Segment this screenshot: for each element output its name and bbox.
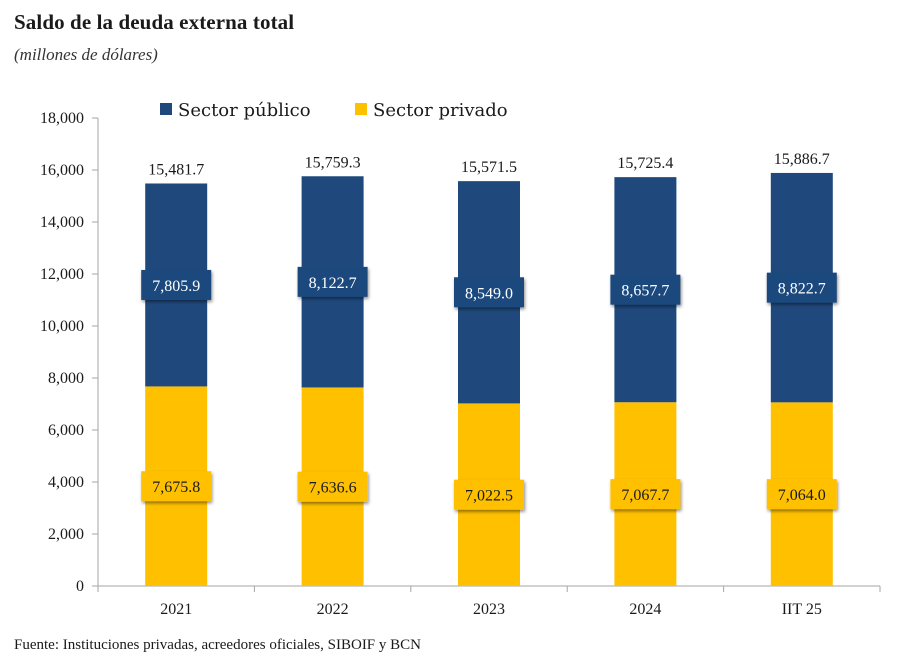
total-label: 15,886.7 <box>774 151 830 168</box>
y-tick-label: 4,000 <box>48 474 84 491</box>
axes: 0 2,000 4,000 6,000 8,000 10,000 12,000 14,000 1… <box>40 110 881 618</box>
value-label-privado: 7,675.8 <box>152 479 200 496</box>
y-tick-label: 14,000 <box>40 214 84 231</box>
chart-title: Saldo de la deuda externa total <box>14 10 295 34</box>
label-box-privado <box>297 471 368 502</box>
y-tick-label: 6,000 <box>48 422 84 439</box>
chart-subtitle: (millones de dólares) <box>14 45 158 64</box>
value-label-privado: 7,022.5 <box>465 488 513 505</box>
value-label-privado: 7,067.7 <box>621 487 669 504</box>
value-label-privado: 7,064.0 <box>778 487 826 504</box>
label-box-publico <box>610 274 681 305</box>
label-box-privado <box>454 479 524 510</box>
label-box-privado <box>766 479 837 510</box>
legend: Sector público Sector privado <box>160 100 508 121</box>
total-label: 15,481.7 <box>148 161 204 178</box>
x-tick-label: IIT 25 <box>782 601 822 618</box>
y-tick-label: 2,000 <box>48 526 84 543</box>
label-box-publico <box>141 269 212 300</box>
y-tick-label: 12,000 <box>40 266 84 283</box>
value-label-publico: 8,122.7 <box>309 275 357 292</box>
value-label-publico: 8,822.7 <box>778 281 826 298</box>
value-label-publico: 8,549.0 <box>465 285 513 302</box>
data-labels: 15,481.7 7,675.8 7,805.9 15,759.3 7,636.6 8,1… <box>141 151 837 510</box>
label-box-publico <box>454 277 524 308</box>
x-tick-label: 2022 <box>317 601 349 618</box>
value-label-privado: 7,636.6 <box>309 480 357 497</box>
x-tick-label: 2021 <box>160 601 192 618</box>
x-tick-label: 2023 <box>473 601 505 618</box>
label-box-privado <box>610 479 681 510</box>
bars <box>145 172 833 586</box>
legend-label: Sector privado <box>373 100 508 121</box>
x-tick-label: 2024 <box>629 601 661 618</box>
total-label: 15,571.5 <box>461 159 517 176</box>
y-tick-label: 0 <box>76 578 84 595</box>
y-tick-label: 8,000 <box>48 370 84 387</box>
y-tick-label: 10,000 <box>40 318 84 335</box>
legend-label: Sector público <box>178 100 311 121</box>
legend-swatch <box>160 103 172 115</box>
total-label: 15,759.3 <box>305 154 361 171</box>
source-note: Fuente: Instituciones privadas, acreedor… <box>14 637 421 653</box>
value-label-publico: 8,657.7 <box>621 283 669 300</box>
legend-swatch <box>355 103 367 115</box>
y-tick-label: 18,000 <box>40 110 84 127</box>
y-tick-label: 16,000 <box>40 162 84 179</box>
total-label: 15,725.4 <box>617 155 673 172</box>
label-box-privado <box>141 471 212 502</box>
value-label-publico: 7,805.9 <box>152 278 200 295</box>
label-box-publico <box>766 272 837 303</box>
label-box-publico <box>297 266 368 297</box>
